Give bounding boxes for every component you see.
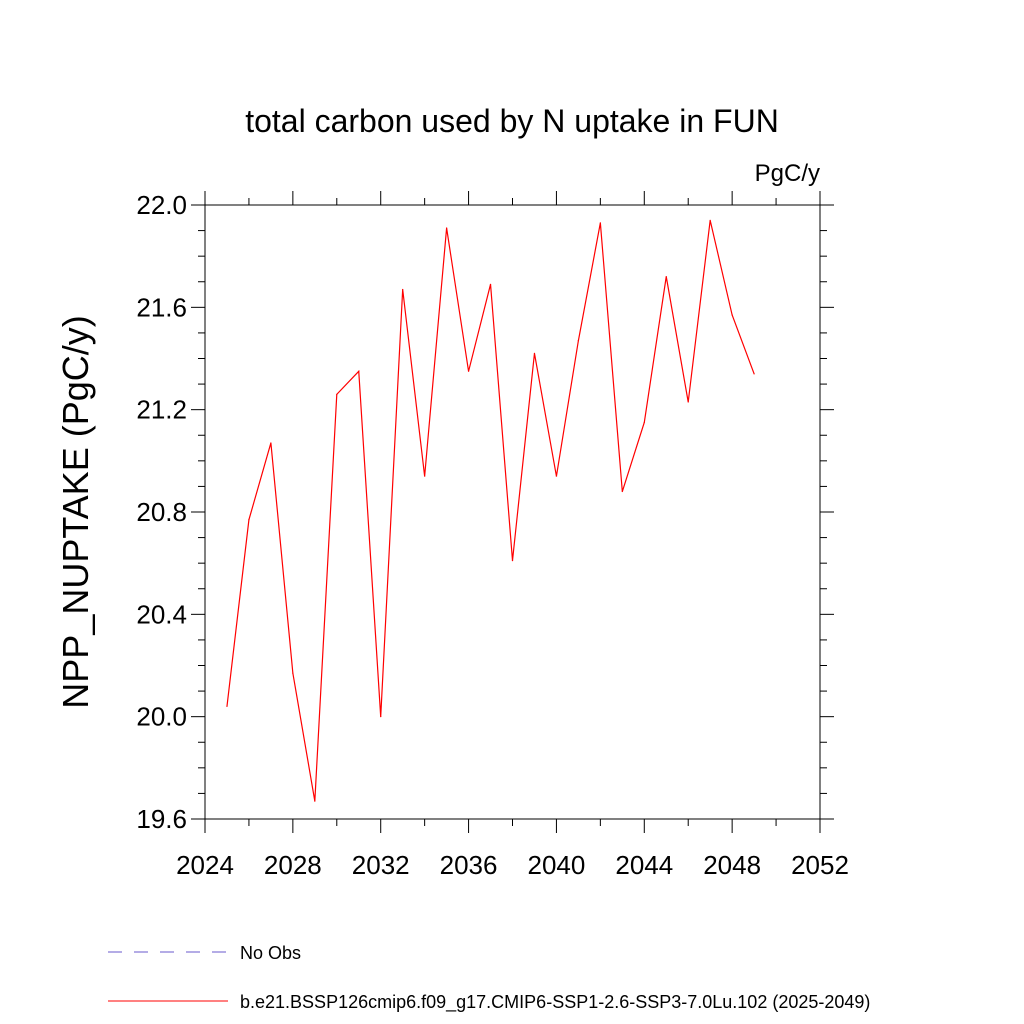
x-tick-label: 2028: [264, 850, 322, 880]
data-point: [424, 475, 426, 477]
x-tick-label: 2036: [440, 850, 498, 880]
x-tick-label: 2052: [791, 850, 849, 880]
data-point: [511, 560, 514, 562]
data-point: [226, 705, 228, 708]
y-tick-label: 21.2: [136, 395, 187, 425]
legend-label: No Obs: [240, 943, 301, 963]
y-tick-label: 22.0: [136, 190, 187, 220]
data-point: [753, 373, 755, 375]
data-point: [314, 800, 316, 802]
legend-label: b.e21.BSSP126cmip6.f09_g17.CMIP6-SSP1-2.…: [240, 992, 870, 1013]
y-tick-label: 20.4: [136, 599, 187, 629]
data-point: [402, 288, 404, 291]
series-layer: [226, 219, 755, 802]
x-tick-label: 2024: [176, 850, 234, 880]
x-tick-label: 2048: [703, 850, 761, 880]
y-tick-label: 21.6: [136, 292, 187, 322]
units-label: PgC/y: [755, 160, 820, 187]
data-point: [555, 475, 558, 477]
legend: No Obs b.e21.BSSP126cmip6.f09_g17.CMIP6-S…: [108, 943, 870, 1013]
data-point: [446, 227, 448, 229]
data-point: [292, 672, 294, 674]
data-point: [709, 219, 711, 221]
data-point: [621, 490, 623, 493]
data-point: [270, 442, 272, 444]
data-point: [599, 222, 601, 224]
data-point: [577, 339, 579, 342]
series-line: [226, 220, 755, 802]
data-point: [358, 370, 360, 372]
data-point: [731, 314, 733, 316]
x-tick-label: 2044: [615, 850, 673, 880]
data-point: [467, 370, 470, 372]
data-point: [643, 421, 645, 424]
x-tick-label: 2032: [352, 850, 410, 880]
data-point: [687, 401, 689, 403]
data-point: [665, 276, 667, 278]
y-tick-label: 20.8: [136, 497, 187, 527]
chart-title: total carbon used by N uptake in FUN: [245, 103, 779, 139]
data-point: [248, 519, 250, 521]
x-axis-ticks: 2024 2028 2032 2036 2040 2044 2048 2052: [176, 191, 849, 880]
y-axis-label: NPP_NUPTAKE (PgC/y): [55, 315, 96, 708]
y-tick-label: 20.0: [136, 702, 187, 732]
data-point: [533, 352, 536, 354]
x-tick-label: 2040: [528, 850, 586, 880]
data-point: [336, 393, 338, 395]
y-tick-label: 19.6: [136, 804, 187, 834]
data-point: [489, 283, 492, 285]
y-axis-ticks: 19.6 20.0 20.4 20.8 21.2 21.6 22.0: [136, 190, 834, 834]
data-point: [380, 716, 382, 718]
